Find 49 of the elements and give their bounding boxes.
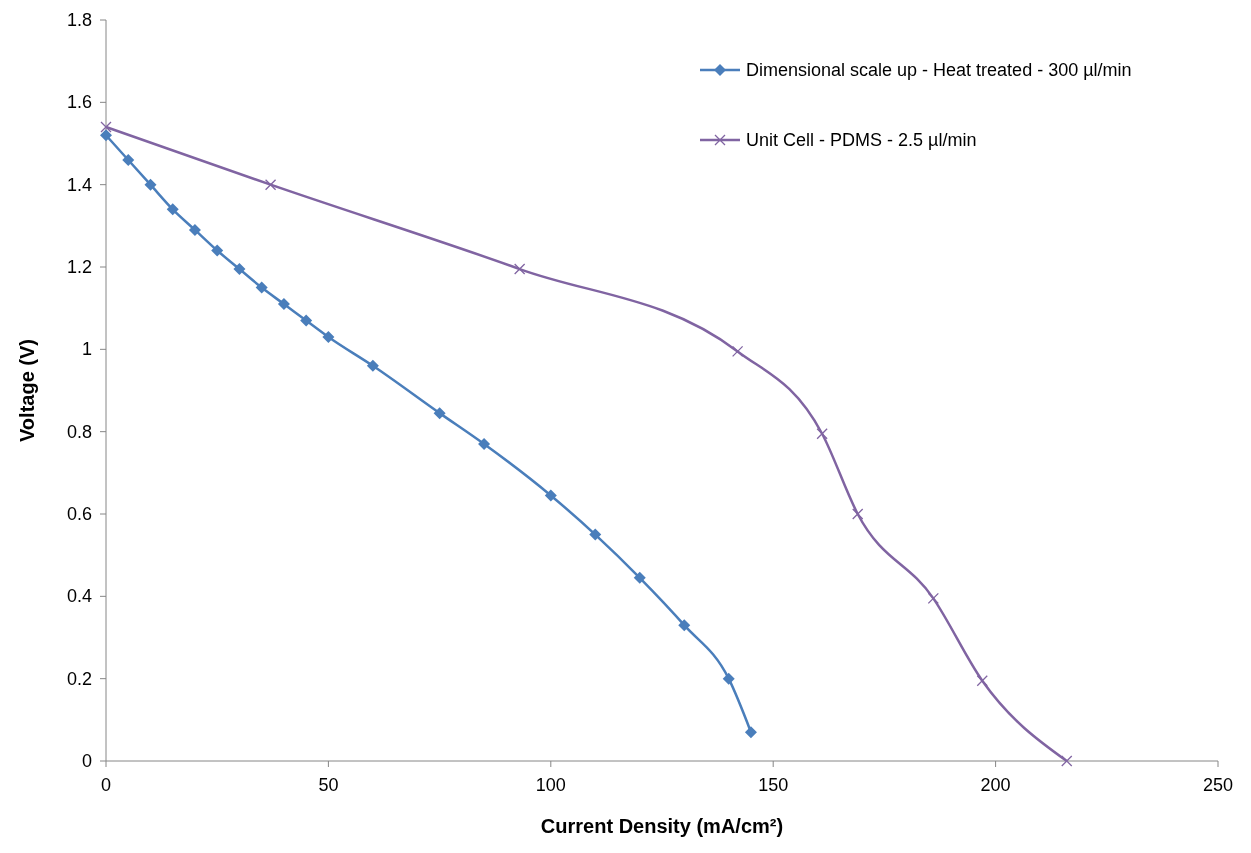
x-tick-label: 200 (980, 775, 1011, 795)
point (744, 726, 757, 739)
y-tick-label: 0.4 (66, 586, 92, 607)
legend-label: Unit Cell - PDMS - 2.5 µl/min (746, 130, 977, 150)
point (211, 244, 224, 257)
x-tick-label: 250 (1202, 775, 1234, 795)
point (188, 223, 201, 236)
y-tick-label: 1.6 (66, 92, 92, 113)
point (233, 263, 246, 276)
point (122, 153, 135, 166)
y-tick-label: 0.6 (66, 504, 92, 524)
point (255, 281, 268, 294)
y-tick-label: 1.2 (66, 257, 92, 277)
point (366, 359, 379, 372)
x-tick-label: 0 (100, 775, 112, 795)
point (731, 345, 744, 358)
y-axis-title: Voltage (V) (16, 339, 38, 442)
point (1061, 755, 1073, 767)
point (514, 263, 526, 275)
point (633, 571, 646, 584)
point (589, 528, 602, 541)
point (144, 178, 157, 191)
y-tick-label: 0.8 (66, 421, 92, 442)
y-tick-label: 1.4 (66, 174, 92, 195)
point (544, 489, 557, 502)
x-tick-label: 100 (535, 775, 566, 795)
x-tick-label: 150 (758, 775, 789, 795)
point (927, 592, 939, 605)
point (478, 438, 491, 451)
y-tick-label: 0 (81, 751, 92, 771)
legend-label: Dimensional scale up - Heat treated - 300 µl/min (746, 60, 1132, 80)
point (816, 428, 828, 440)
point (322, 330, 335, 343)
point (433, 407, 446, 420)
y-tick-label: 1 (81, 339, 92, 360)
point (976, 675, 988, 687)
x-tick-label: 50 (318, 775, 339, 795)
point (277, 298, 290, 311)
point (100, 129, 112, 142)
point (852, 508, 864, 520)
point (166, 203, 179, 216)
point (300, 314, 313, 327)
point (722, 672, 735, 685)
x-axis-title: Current Density (mA/cm²) (540, 815, 784, 837)
point (678, 619, 691, 632)
y-tick-label: 0.2 (66, 668, 92, 689)
point (100, 121, 112, 133)
y-tick-label: 1.8 (66, 10, 92, 30)
point (264, 179, 277, 191)
